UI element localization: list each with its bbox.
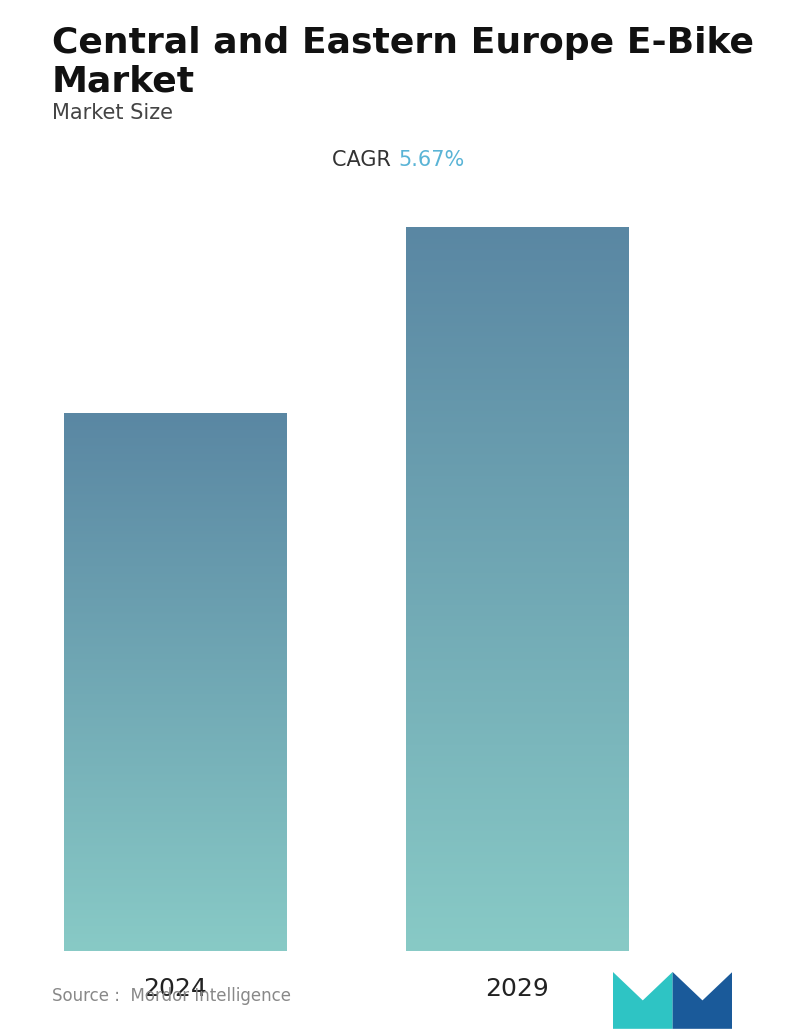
- Text: 2024: 2024: [143, 977, 207, 1001]
- Text: Source :  Mordor Intelligence: Source : Mordor Intelligence: [52, 987, 291, 1005]
- Text: Market: Market: [52, 64, 195, 98]
- Text: 2029: 2029: [486, 977, 549, 1001]
- Text: Market Size: Market Size: [52, 103, 173, 123]
- Polygon shape: [613, 972, 673, 1029]
- Polygon shape: [673, 972, 732, 1029]
- Text: CAGR: CAGR: [333, 150, 398, 171]
- Text: 5.67%: 5.67%: [398, 150, 464, 171]
- Text: Central and Eastern Europe E-Bike: Central and Eastern Europe E-Bike: [52, 26, 754, 60]
